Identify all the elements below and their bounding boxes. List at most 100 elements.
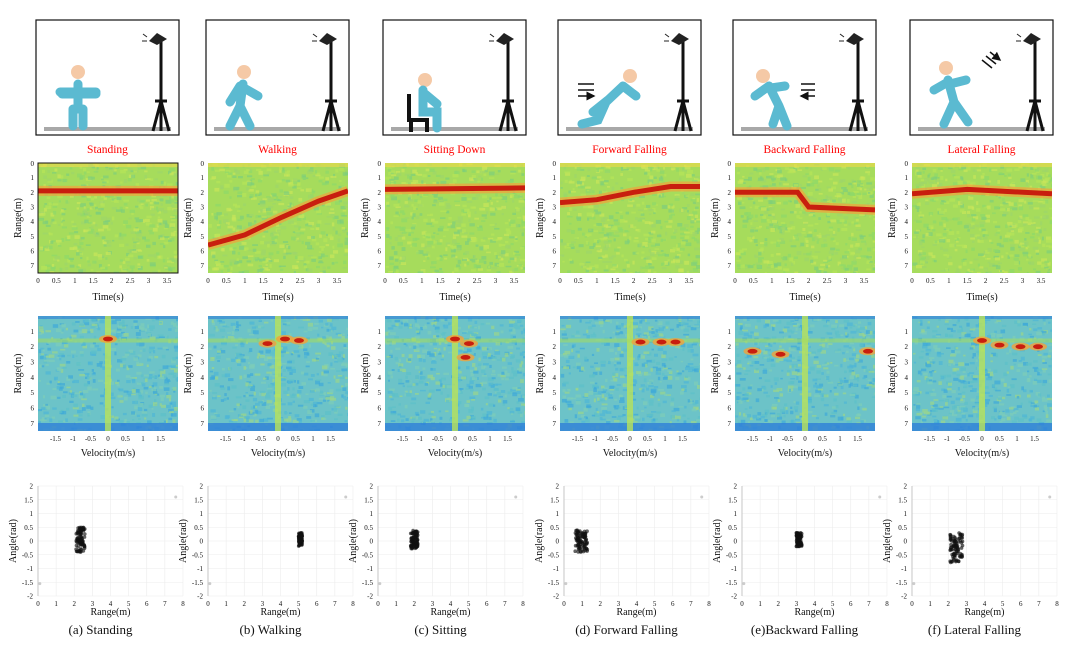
noise-cell [394,251,398,255]
noise-cell [939,222,943,226]
noise-cell [166,395,171,398]
edge-band [385,163,525,167]
noise-cell [250,388,255,391]
noise-cell [616,252,620,254]
noise-cell [963,262,967,266]
noise-cell [401,262,406,265]
x-tick-label: 0 [36,277,40,285]
noise-cell [489,404,494,407]
noise-cell [480,171,482,173]
noise-cell [412,217,414,220]
noise-cell [488,238,493,240]
y-tick-label: 5 [378,233,382,241]
noise-cell [109,168,113,170]
noise-cell [168,328,171,331]
noise-cell [134,406,138,410]
noise-cell [334,408,337,412]
noise-cell [343,172,348,176]
noise-cell [1034,216,1039,218]
noise-cell [755,215,758,218]
noise-cell [79,242,83,245]
noise-cell [405,229,411,232]
noise-cell [141,323,145,326]
noise-cell [284,412,288,414]
x-tick-label: -1 [70,435,76,443]
noise-cell [283,323,287,325]
x-tick-label: 0 [558,277,562,285]
noise-cell [343,354,345,358]
noise-cell [680,237,684,239]
noise-cell [580,179,585,181]
noise-cell [69,401,73,403]
noise-cell [159,208,164,211]
noise-cell [847,199,850,203]
noise-cell [117,384,120,386]
noise-cell [505,378,509,380]
noise-cell [107,228,111,230]
noise-cell [768,221,771,223]
noise-cell [611,226,617,230]
noise-cell [60,175,63,178]
noise-cell [237,227,240,230]
noise-cell [454,249,456,253]
noise-cell [517,217,522,219]
noise-cell [222,368,225,371]
noise-cell [1036,252,1039,254]
noise-cell [325,342,327,345]
noise-cell [345,391,350,394]
noise-cell [769,173,773,175]
noise-cell [429,390,435,393]
x-tick-label: 1 [311,435,315,443]
noise-cell [125,353,129,356]
noise-cell [304,265,307,268]
noise-cell [456,224,461,227]
y-tick-label: 0 [31,160,35,168]
noise-cell [210,371,213,373]
x-tick-label: 1 [73,277,77,285]
noise-cell [426,236,428,238]
x-tick-label: 1 [947,277,951,285]
noise-cell [256,169,261,171]
noise-cell [386,202,389,206]
noise-cell [87,196,91,199]
noise-cell [418,271,424,273]
noise-cell [415,393,419,395]
noise-cell [758,178,764,181]
noise-cell [411,398,416,401]
noise-cell [293,178,297,181]
y-tick-label: 3 [553,204,557,212]
noise-cell [407,386,412,388]
noise-cell [429,169,435,172]
noise-cell [1027,173,1029,176]
noise-cell [694,209,699,211]
noise-cell [339,168,344,171]
noise-cell [286,180,291,183]
noise-cell [840,219,845,222]
noise-cell [501,378,504,380]
noise-cell [656,169,660,172]
noise-cell [1046,239,1052,243]
noise-cell [111,222,113,225]
noise-cell [914,231,919,234]
noise-cell [953,174,956,176]
noise-cell [669,215,672,218]
noise-cell [133,320,137,322]
y-tick-label: 4 [728,218,732,226]
noise-cell [1051,184,1055,187]
noise-cell [774,264,778,268]
noise-cell [833,173,839,176]
noise-cell [933,169,937,172]
noise-cell [489,172,495,176]
noise-cell [645,221,651,224]
noise-cell [299,346,301,348]
noise-cell [165,224,169,228]
noise-cell [160,374,162,377]
noise-cell [484,261,487,264]
noise-cell [963,182,967,185]
noise-cell [937,208,941,210]
noise-cell [66,361,70,364]
noise-cell [604,183,608,185]
noise-cell [501,390,505,393]
noise-cell [674,229,678,233]
